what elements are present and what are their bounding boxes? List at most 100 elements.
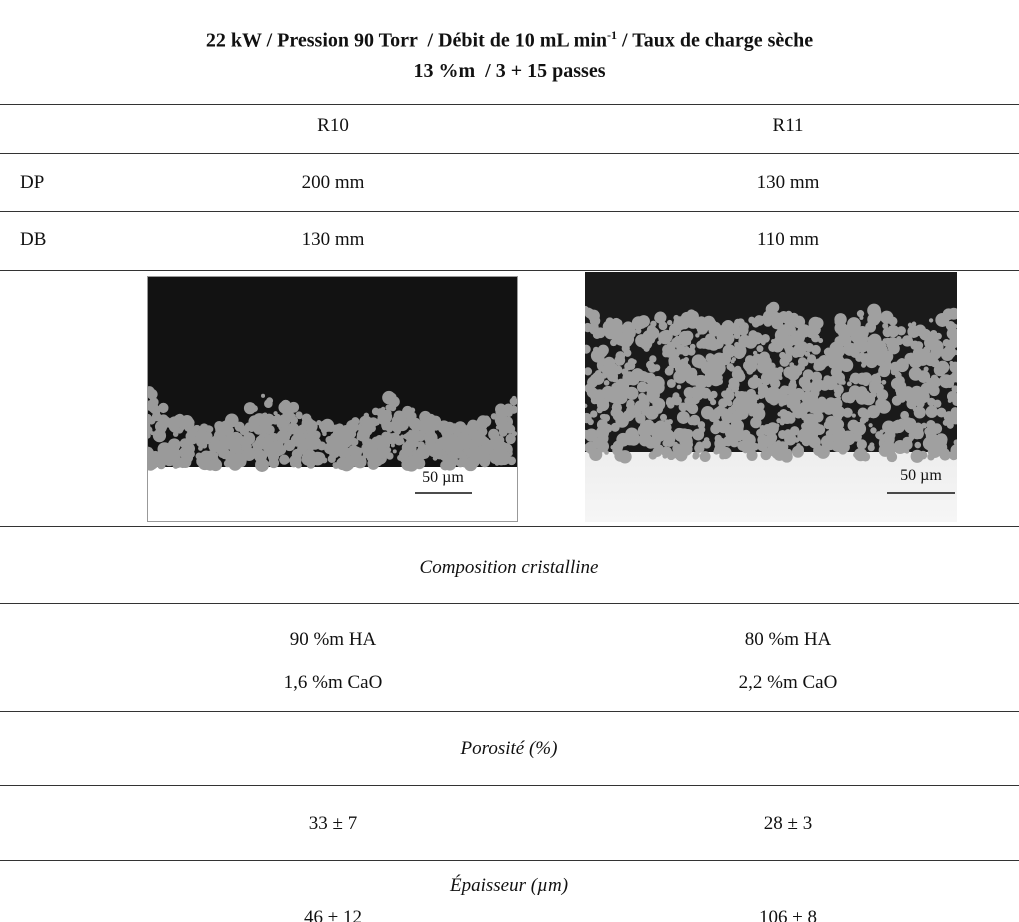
texture [698,426,706,434]
texture [683,356,689,363]
texture [385,404,392,411]
texture [881,379,887,385]
texture [642,330,656,344]
texture [505,433,516,445]
texture [220,436,232,449]
texture [784,433,797,446]
texture [738,322,744,328]
texture [187,450,195,458]
texture [806,433,819,447]
texture [916,355,923,362]
texture [797,357,808,367]
texture [769,387,783,401]
scale-bar-label: 50 µm [422,469,464,486]
cell: 33 ± 7 [308,813,358,834]
texture [946,327,957,340]
texture [781,313,793,324]
texture [596,419,608,431]
texture [671,326,681,337]
texture [926,419,936,430]
texture [421,444,429,452]
texture [859,417,867,424]
texture [789,334,801,346]
texture [585,308,588,314]
texture [925,430,937,442]
texture [809,380,823,393]
texture [728,365,735,372]
texture [908,352,914,357]
texture [594,389,606,401]
texture [726,400,733,407]
texture [946,421,954,429]
texture [951,325,957,331]
texture [668,348,679,359]
texture [356,434,363,441]
texture [365,419,372,427]
texture [215,422,229,436]
texture [347,433,355,442]
texture [841,380,846,385]
texture [590,348,605,363]
texture [415,453,424,461]
texture [904,448,910,454]
texture [827,375,839,387]
texture [729,379,740,390]
texture [757,434,768,446]
texture [827,355,841,369]
texture [789,378,797,386]
texture [608,393,618,404]
cell: 90 %m HA [289,629,377,650]
texture [388,396,400,408]
texture [477,415,489,428]
texture [503,403,514,414]
texture [823,420,833,430]
texture [585,383,594,393]
rule [0,104,1019,105]
texture [849,372,861,384]
texture [889,342,900,353]
rule [0,153,1019,154]
texture [930,329,938,338]
texture [699,451,711,463]
texture [761,333,770,343]
texture [811,327,816,333]
texture [694,374,709,389]
texture [718,398,728,409]
texture [672,395,682,406]
texture [321,457,328,464]
texture [631,316,646,330]
texture [324,442,336,454]
texture [168,416,182,430]
texture [915,399,925,408]
texture [842,407,853,418]
texture [851,336,859,343]
texture [751,319,760,328]
texture [283,456,290,464]
texture [895,381,906,391]
texture [375,450,384,459]
texture [456,459,462,465]
cell: 106 ± 8 [759,907,817,922]
texture [870,427,877,434]
texture [803,428,811,436]
texture [585,367,593,376]
texture [343,451,349,457]
texture [209,458,219,468]
texture [702,407,711,417]
texture [925,332,930,337]
texture [205,425,213,433]
texture [951,385,957,393]
texture [840,326,852,338]
texture [242,447,256,461]
texture [713,338,724,349]
texture [264,399,273,409]
texture [733,344,747,358]
texture [371,436,382,447]
texture [739,391,751,404]
texture [460,425,466,432]
texture [867,335,877,345]
texture [636,381,648,393]
texture [776,418,782,424]
texture [156,449,168,462]
cell: 130 mm [756,172,820,193]
